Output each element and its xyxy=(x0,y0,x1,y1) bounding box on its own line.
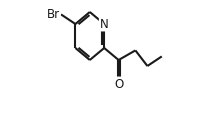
Text: Br: Br xyxy=(47,8,60,21)
Text: O: O xyxy=(114,78,123,90)
Text: N: N xyxy=(100,18,109,30)
